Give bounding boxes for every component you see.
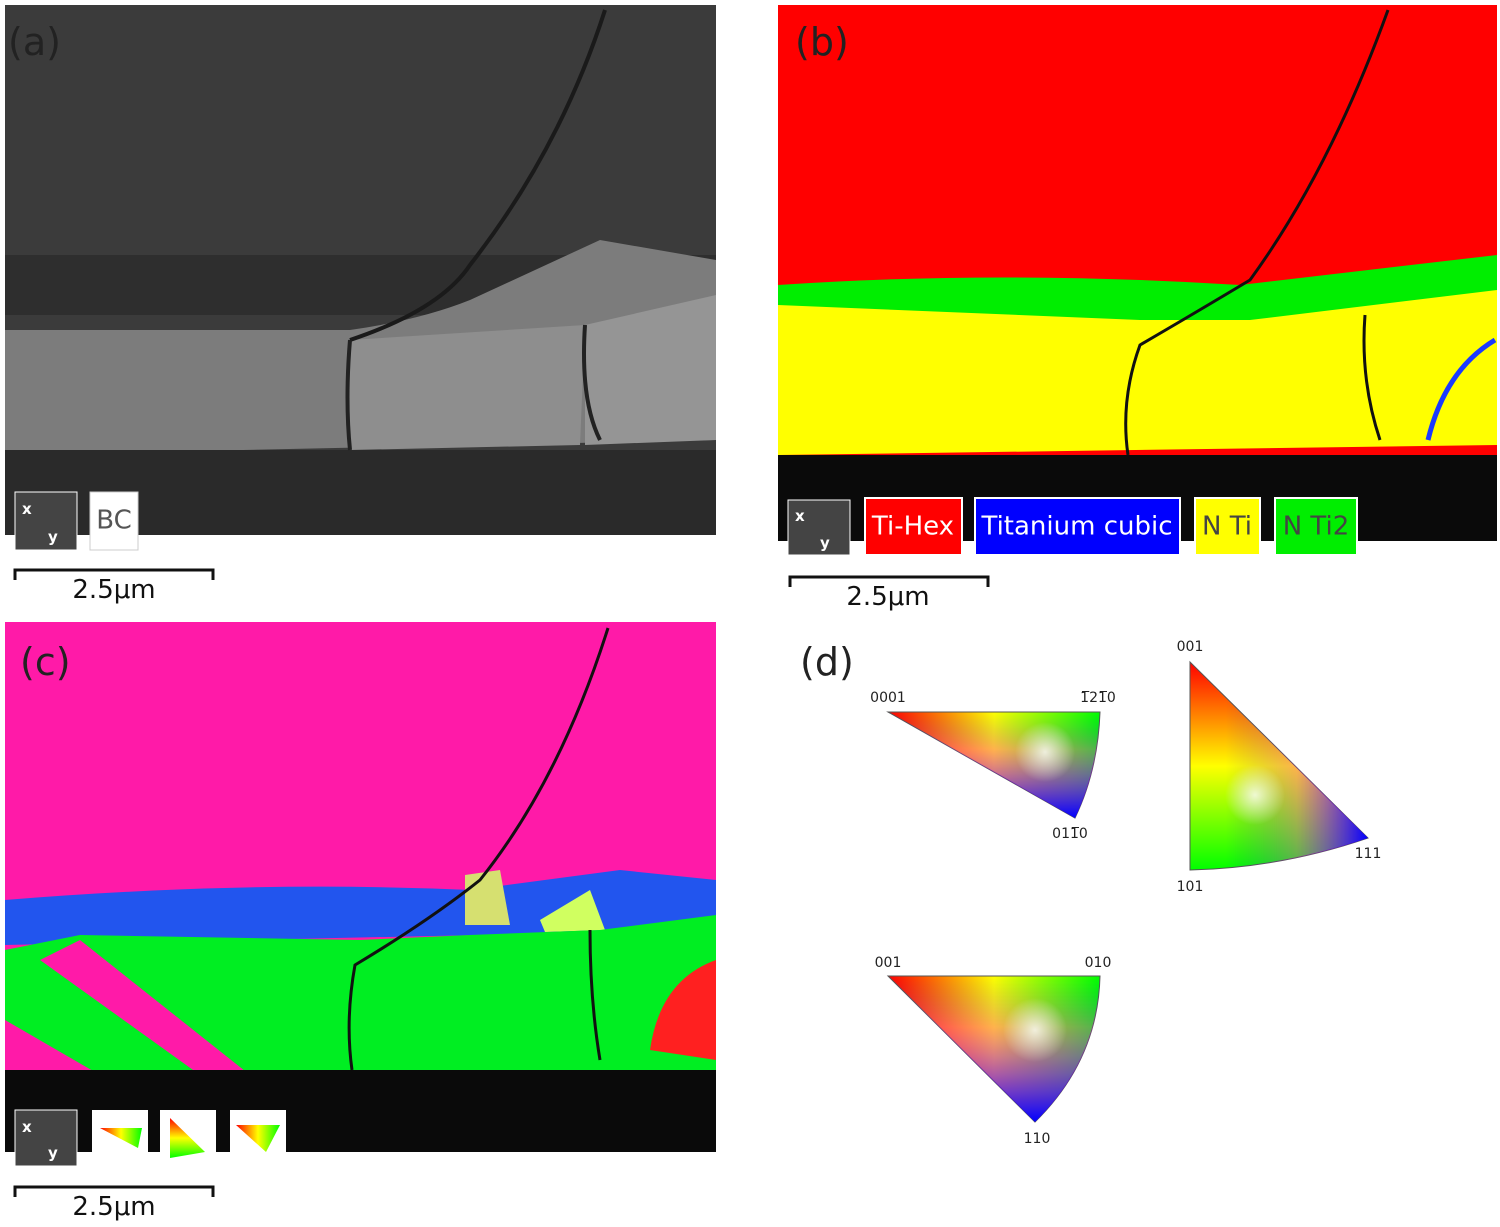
scale-bar-label: 2.5μm bbox=[846, 582, 929, 612]
map-shape bbox=[1190, 662, 1368, 870]
map-shape bbox=[347, 325, 585, 450]
panel-c: (c) x y 2.5μm bbox=[5, 622, 716, 1222]
axis-icon-label: y bbox=[48, 528, 58, 546]
panel-b: (b) x y Ti-Hex Titanium cubic N Ti N Ti2… bbox=[778, 5, 1497, 612]
map-shape bbox=[650, 960, 716, 1060]
legend-label: Ti-Hex bbox=[871, 512, 954, 542]
ipf-corner-label: 001 bbox=[1177, 639, 1204, 655]
map-shape bbox=[170, 1118, 205, 1158]
map-shape bbox=[778, 290, 1497, 455]
map-shape bbox=[787, 499, 851, 556]
map-shape bbox=[888, 976, 1100, 1122]
map-shape bbox=[5, 1020, 100, 1075]
ipf-corner-label: 001 bbox=[875, 955, 902, 971]
map-shape bbox=[1015, 722, 1075, 782]
map-shape bbox=[1425, 337, 1497, 441]
map-shape bbox=[864, 497, 963, 556]
map-shape bbox=[13, 1185, 215, 1197]
axis-icon-label: y bbox=[48, 1144, 58, 1162]
map-shape bbox=[349, 9, 607, 342]
legend-label: N Ti bbox=[1202, 512, 1252, 542]
map-shape bbox=[1124, 9, 1390, 456]
panel-d: (d) 0001 1̅21̅0 011̅0 001 101 111 001 01… bbox=[800, 639, 1381, 1147]
map-shape bbox=[5, 870, 716, 945]
panel-label: (d) bbox=[800, 640, 854, 684]
axis-icon-label: x bbox=[22, 1118, 32, 1136]
map-shape bbox=[1225, 765, 1285, 825]
ipf-corner-label: 101 bbox=[1177, 879, 1204, 895]
ipf-corner-label: 011̅0 bbox=[1052, 826, 1088, 842]
map-shape bbox=[974, 497, 1181, 556]
axis-icon-label: y bbox=[820, 534, 830, 552]
scale-bar-label: 2.5μm bbox=[72, 1192, 155, 1222]
map-shape bbox=[1274, 497, 1358, 556]
ipf-corner-label: 111 bbox=[1355, 846, 1382, 862]
map-shape bbox=[347, 627, 610, 1071]
axis-icon-label: x bbox=[795, 507, 805, 525]
map-shape bbox=[540, 890, 605, 932]
map-shape bbox=[788, 575, 990, 587]
map-shape bbox=[13, 568, 215, 580]
map-shape bbox=[14, 1109, 78, 1167]
map-shape bbox=[14, 491, 78, 551]
ipf-corner-label: 0001 bbox=[870, 690, 906, 706]
map-shape bbox=[345, 324, 602, 451]
scale-bar-label: 2.5μm bbox=[72, 575, 155, 605]
panel-label: (a) bbox=[8, 20, 61, 64]
legend-label: N Ti2 bbox=[1283, 512, 1350, 542]
map-shape bbox=[40, 940, 250, 1075]
map-shape bbox=[100, 1128, 142, 1148]
ipf-corner-label: 1̅21̅0 bbox=[1080, 690, 1116, 706]
ipf-corner-label: 110 bbox=[1024, 1131, 1051, 1147]
ipf-corner-label: 010 bbox=[1085, 955, 1112, 971]
legend-label: Titanium cubic bbox=[980, 512, 1172, 542]
map-shape bbox=[236, 1125, 280, 1152]
map-shape bbox=[1003, 998, 1067, 1062]
legend-label: BC bbox=[96, 506, 132, 536]
axis-icon-label: x bbox=[22, 500, 32, 518]
map-shape bbox=[1194, 497, 1261, 556]
panel-label: (b) bbox=[795, 20, 849, 64]
panel-label: (c) bbox=[20, 640, 71, 684]
map-shape bbox=[778, 255, 1497, 320]
map-shape bbox=[585, 295, 716, 445]
panel-a: (a) x y BC 2.5μm bbox=[5, 5, 716, 605]
map-shape bbox=[89, 491, 139, 551]
